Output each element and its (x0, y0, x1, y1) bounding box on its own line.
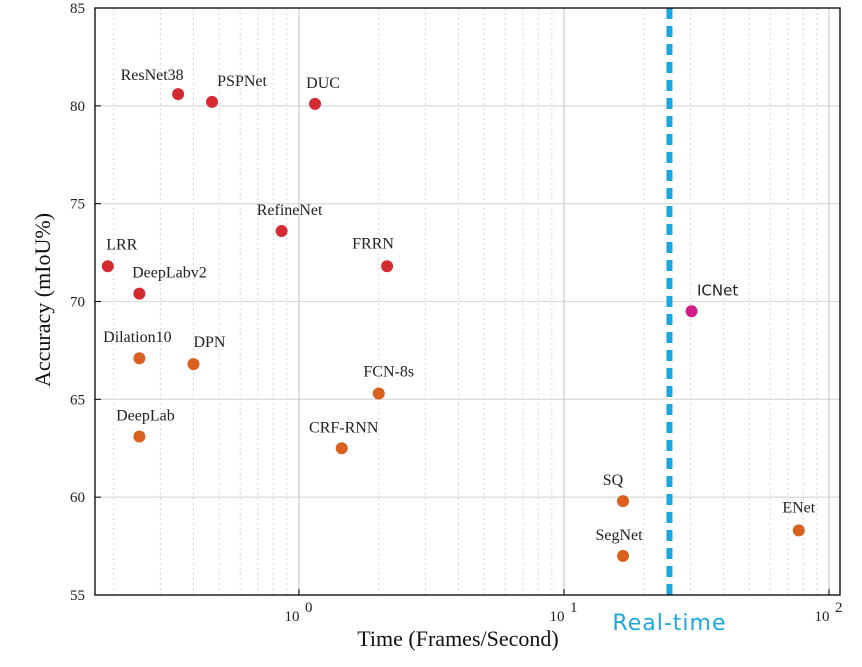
y-tick-label: 70 (70, 295, 85, 311)
point-icnet (685, 305, 698, 318)
real-time-threshold: Real-time (612, 8, 726, 636)
x-tick-label: 10 (284, 609, 299, 625)
point-label-fcn-8s: FCN-8s (363, 363, 414, 380)
point-sq (617, 495, 630, 508)
y-tick-label: 65 (70, 392, 85, 408)
real-time-label: Real-time (612, 611, 726, 636)
point-label-dilation10: Dilation10 (103, 329, 171, 346)
point-label-sq: SQ (603, 472, 624, 489)
y-tick-label: 80 (70, 99, 85, 115)
point-label-lrr: LRR (106, 236, 137, 253)
point-label-dpn: DPN (193, 334, 225, 351)
point-label-deeplab: DeepLab (116, 408, 175, 425)
point-fcn-8s (372, 387, 385, 400)
point-label-crf-rnn: CRF-RNN (309, 419, 379, 436)
point-label-pspnet: PSPNet (217, 73, 267, 90)
x-tick-exponent: 1 (570, 600, 578, 616)
data-points (101, 88, 805, 562)
point-label-frrn: FRRN (352, 235, 394, 252)
y-tick-label: 55 (70, 588, 85, 604)
y-tick-label: 60 (70, 490, 85, 506)
x-tick-label: 10 (549, 609, 564, 625)
x-tick-label: 10 (815, 609, 830, 625)
grid (95, 8, 840, 595)
point-label-deeplabv2: DeepLabv2 (132, 265, 207, 282)
point-enet (792, 524, 805, 537)
point-pspnet (206, 95, 219, 108)
point-labels: ResNet38 PSPNet DUC RefineNet FRRN LRR DeepLab… (103, 67, 816, 544)
y-axis-label: Accuracy (mIoU%) (30, 213, 55, 387)
point-crf-rnn (335, 442, 348, 455)
point-resnet38 (172, 88, 185, 101)
point-duc (309, 97, 322, 110)
point-deeplabv2 (133, 287, 146, 300)
point-deeplab (133, 430, 146, 443)
point-label-enet: ENet (782, 499, 815, 516)
point-lrr (101, 260, 114, 273)
axis-ticks: 55 60 65 70 75 80 85 10 0 10 1 10 2 (70, 1, 843, 625)
x-tick-exponent: 0 (305, 600, 313, 616)
point-refinenet (275, 225, 288, 238)
point-frrn (381, 260, 394, 273)
point-label-resnet38: ResNet38 (121, 67, 184, 84)
x-tick-exponent: 2 (835, 600, 843, 616)
point-dilation10 (133, 352, 146, 365)
point-label-duc: DUC (306, 75, 340, 92)
point-dpn (187, 358, 200, 371)
point-segnet (617, 549, 630, 562)
point-label-refinenet: RefineNet (257, 202, 323, 219)
y-tick-label: 85 (70, 1, 85, 17)
point-label-icnet: ICNet (697, 281, 738, 299)
y-tick-label: 75 (70, 197, 85, 213)
x-axis-label: Time (Frames/Second) (357, 626, 558, 651)
point-label-segnet: SegNet (595, 527, 643, 544)
